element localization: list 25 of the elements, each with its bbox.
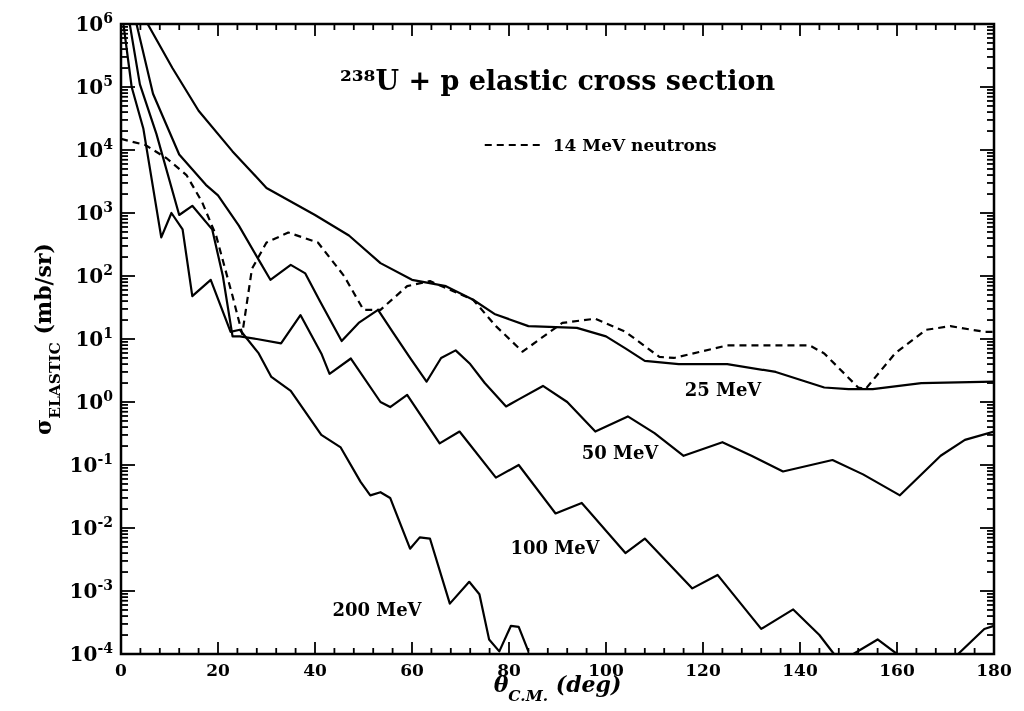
series-label: 50 MeV [581,442,660,463]
x-tick-label: 0 [115,660,128,680]
y-tick-label: 10$^{5}$ [75,73,113,99]
y-tick-label: 10$^{-4}$ [69,640,114,666]
x-tick-label: 60 [400,660,424,680]
y-tick-label: 10$^{3}$ [75,199,113,225]
y-tick-label: 10$^{-3}$ [69,577,113,603]
y-tick-label: 10$^{-2}$ [69,514,113,540]
y-tick-label: 10$^{6}$ [75,10,113,36]
series-label: 25 MeV [684,379,763,400]
y-tick-label: 10$^{4}$ [75,136,114,162]
y-tick-label: 10$^{2}$ [75,262,113,288]
y-tick-label: 10$^{-1}$ [69,451,113,477]
text: ²³⁸U + p elastic cross section [339,65,776,96]
x-tick-label: 20 [206,660,230,680]
y-tick-label: 10$^{1}$ [75,325,113,351]
x-tick-label: 160 [879,660,915,680]
x-tick-label: 180 [976,660,1012,680]
series-label: 200 MeV [332,599,423,620]
x-tick-label: 40 [303,660,327,680]
x-tick-label: 120 [685,660,721,680]
y-tick-label: 10$^{0}$ [75,388,114,414]
series-label: 100 MeV [510,537,601,558]
legend-label: 14 MeV neutrons [552,135,717,155]
x-tick-label: 140 [782,660,818,680]
